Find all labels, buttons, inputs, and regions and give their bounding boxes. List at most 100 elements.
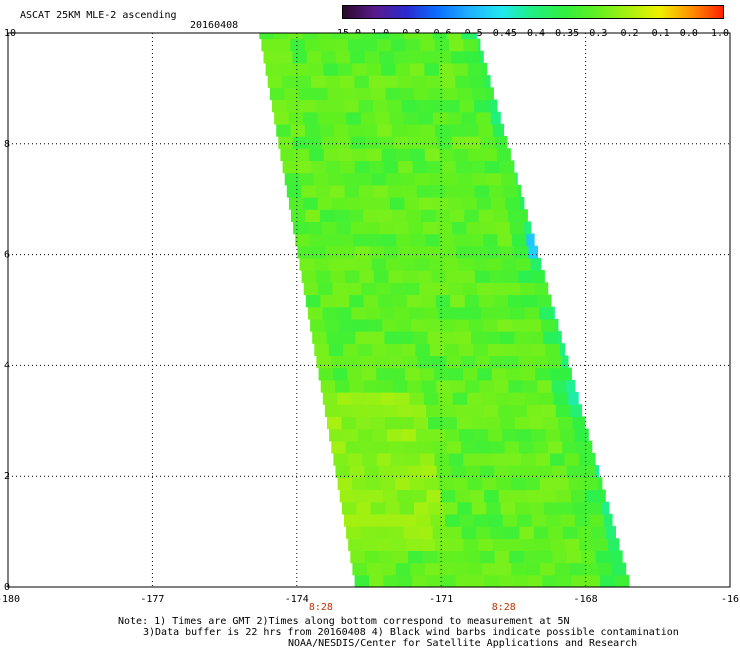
swath-cell	[463, 38, 479, 52]
swath-cell	[365, 306, 381, 320]
swath-cell	[504, 526, 520, 539]
swath-cell	[466, 306, 482, 320]
swath-cell	[443, 172, 459, 186]
swath-cell	[519, 440, 534, 454]
swath-cell	[360, 111, 376, 125]
swath-cell	[561, 355, 569, 369]
swath-cell	[330, 184, 346, 198]
swath-cell	[459, 428, 475, 442]
swath-cell	[419, 282, 435, 296]
swath-cell	[325, 75, 341, 88]
swath-cell	[515, 501, 531, 515]
swath-cell	[333, 452, 349, 466]
swath-cell	[401, 513, 417, 527]
swath-cell	[425, 318, 441, 332]
swath-cell	[575, 513, 590, 527]
swath-cell	[399, 87, 415, 101]
swath-cell	[351, 306, 367, 320]
swath-cell	[374, 440, 390, 454]
swath-cell	[499, 245, 515, 259]
swath-cell	[455, 574, 471, 588]
swath-cell	[491, 197, 507, 210]
swath-cell	[467, 477, 483, 491]
swath-cell	[421, 209, 436, 222]
swath-cell	[356, 87, 372, 101]
swath-cell	[433, 282, 449, 296]
swath-cell	[498, 489, 514, 503]
swath-cell	[452, 392, 468, 405]
swath-cell	[492, 538, 508, 551]
swath-cell	[288, 197, 304, 210]
swath-cell	[460, 184, 476, 198]
swath-cell	[612, 562, 627, 576]
x-tick-label: -16	[721, 594, 739, 605]
swath-cell	[273, 33, 289, 40]
swath-cell	[496, 392, 512, 405]
swath-cell	[463, 452, 479, 466]
swath-cell	[488, 513, 504, 527]
swath-cell	[465, 50, 481, 64]
swath-cell	[483, 233, 498, 247]
swath-cell	[469, 489, 485, 503]
swath-cell	[486, 172, 502, 186]
swath-cell	[525, 562, 541, 576]
swath-cell	[447, 111, 463, 125]
swath-cell	[493, 209, 509, 222]
swath-cell	[527, 574, 543, 588]
swath-cell	[562, 440, 578, 454]
swath-cell	[479, 379, 495, 393]
swath-cell	[608, 538, 620, 551]
swath-cell	[341, 416, 357, 430]
swath-cell	[474, 99, 490, 113]
swath-cell	[476, 526, 491, 539]
time-label: 8:28	[309, 602, 333, 613]
swath-cell	[373, 184, 389, 198]
swath-cell	[275, 38, 291, 52]
swath-cell	[462, 197, 478, 210]
swath-cell	[595, 465, 599, 478]
swath-cell	[455, 489, 471, 503]
swath-cell	[504, 440, 520, 454]
swath-cell	[523, 465, 539, 478]
swath-cell	[473, 428, 489, 442]
swath-cell	[443, 87, 459, 101]
swath-cell	[465, 379, 481, 393]
swath-cell	[488, 428, 503, 442]
swath-cell	[461, 111, 477, 125]
swath-cell	[414, 87, 430, 101]
swath-cell	[320, 294, 336, 308]
swath-cell	[406, 209, 422, 222]
swath-cell	[501, 172, 517, 186]
swath-cell	[484, 489, 500, 503]
swath-cell	[385, 172, 401, 186]
swath-cell	[331, 111, 347, 125]
swath-cell	[427, 245, 443, 259]
swath-cell	[451, 50, 467, 64]
swath-cell	[259, 33, 275, 40]
swath-cell	[347, 367, 363, 381]
swath-cell	[424, 62, 440, 76]
swath-cell	[526, 318, 542, 332]
swath-cell	[554, 477, 570, 491]
swath-cell	[406, 123, 422, 137]
swath-cell	[524, 221, 532, 235]
swath-cell	[539, 392, 555, 405]
swath-cell	[407, 379, 423, 393]
swath-cell	[422, 465, 438, 478]
swath-cell	[559, 343, 566, 356]
swath-cell	[312, 331, 328, 344]
swath-cell	[502, 428, 518, 442]
swath-cell	[471, 416, 487, 430]
swath-cell	[440, 489, 456, 503]
swath-cell	[531, 513, 547, 527]
swath-cell	[394, 221, 410, 235]
swath-cell	[531, 428, 547, 442]
swath-cell	[499, 160, 515, 174]
swath-cell	[434, 452, 450, 466]
swath-cell	[323, 148, 339, 161]
swath-cell	[334, 123, 349, 137]
swath-cell	[510, 392, 526, 405]
swath-cell	[278, 136, 294, 149]
swath-cell	[426, 75, 442, 88]
swath-cell	[368, 489, 384, 503]
